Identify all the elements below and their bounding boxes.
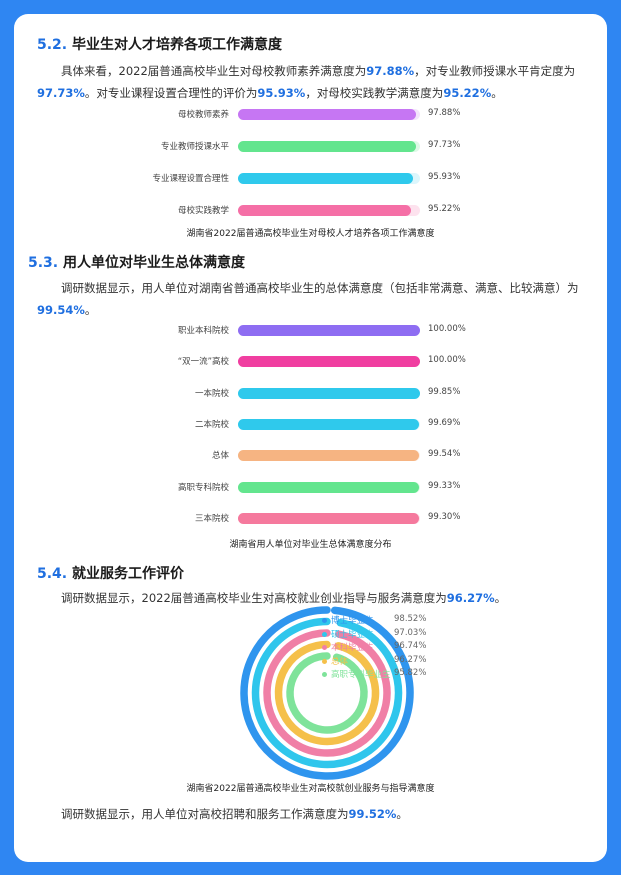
- bar-track: [238, 481, 420, 493]
- chart-caption-5-4: 湖南省2022届普通高校毕业生对高校就创业服务与指导满意度: [186, 784, 435, 794]
- legend-label: 博士毕业生: [331, 616, 374, 626]
- legend-value: 98.52%: [394, 614, 427, 624]
- legend-swatch: [322, 672, 327, 677]
- legend-label: 本科毕业生: [331, 643, 374, 653]
- bar-label: 一本院校: [194, 388, 229, 399]
- bar-track: [238, 418, 420, 430]
- legend-value: 96.74%: [394, 641, 427, 651]
- bar-label: 二本院校: [194, 419, 229, 430]
- bar: [238, 325, 420, 336]
- bar-label: 高职专科院校: [177, 482, 229, 493]
- legend-value: 95.82%: [394, 668, 427, 678]
- bar-track: [238, 387, 420, 399]
- legend-label: 总体: [331, 656, 349, 667]
- section-heading-5-3: 5.3. 用人单位对毕业生总体满意度: [28, 255, 245, 271]
- bar: [238, 205, 412, 216]
- bar-value-label: 100.00%: [428, 324, 466, 334]
- bar-value-label: 99.30%: [428, 511, 461, 522]
- bar: [238, 387, 420, 399]
- bar-value-label: 95.93%: [428, 172, 461, 182]
- bar: [238, 481, 419, 493]
- bar-track: [238, 512, 420, 524]
- bar-value-label: 100.00%: [428, 355, 466, 366]
- section-5-4-paragraph-1: 调研数据显示，2022届普通高校毕业生对高校就业创业指导与服务满意度为96.27…: [61, 591, 507, 605]
- bar-track: [238, 205, 420, 216]
- bar: [238, 356, 420, 368]
- section-heading-5-2: 5.2. 毕业生对人才培养各项工作满意度: [37, 37, 282, 53]
- bar-value-label: 99.85%: [428, 386, 461, 397]
- radial-bar: [263, 629, 391, 757]
- chart-caption-5-2: 湖南省2022届普通高校毕业生对母校人才培养各项工作满意度: [186, 229, 435, 239]
- section-5-3-paragraph: 调研数据显示，用人单位对湖南省普通高校毕业生的总体满意度（包括非常满意、满意、比…: [37, 281, 579, 317]
- bar: [238, 512, 419, 524]
- legend-swatch: [322, 645, 327, 650]
- radial-bar: [286, 652, 368, 734]
- bar: [238, 109, 417, 120]
- bar-label: 总体: [211, 451, 229, 462]
- bar-track: [238, 450, 420, 462]
- legend-label: 硕士毕业生: [331, 629, 374, 640]
- bar-track: [238, 325, 420, 336]
- legend-value: 97.03%: [394, 627, 427, 638]
- bar: [238, 141, 416, 152]
- radial-bar: [240, 606, 414, 780]
- chart-caption-5-3: 湖南省用人单位对毕业生总体满意度分布: [229, 540, 392, 550]
- bar-label: 专业课程设置合理性: [152, 174, 229, 184]
- legend-swatch: [322, 658, 327, 664]
- bar-label: 职业本科院校: [177, 326, 229, 336]
- bar-label: 母校实践教学: [177, 206, 229, 216]
- bar-label: 专业教师授课水平: [160, 142, 229, 152]
- section-5-4-paragraph-2: 调研数据显示，用人单位对高校招聘和服务工作满意度为99.52%。: [61, 807, 408, 821]
- bar-track: [238, 141, 420, 152]
- bar-label: 母校教师素养: [177, 110, 229, 120]
- legend-swatch: [322, 618, 327, 623]
- radial-bar: [274, 640, 380, 746]
- bar: [238, 173, 413, 184]
- bar-label: “双一流”高校: [177, 357, 229, 368]
- legend-label: 高职专科毕业生: [331, 670, 391, 680]
- bar-track: [238, 109, 420, 120]
- bar-value-label: 97.73%: [428, 140, 461, 150]
- legend-swatch: [322, 631, 327, 637]
- legend-value: 96.27%: [394, 654, 427, 665]
- bar-value-label: 99.33%: [428, 480, 461, 491]
- bar-value-label: 99.69%: [428, 417, 461, 428]
- bar-label: 三本院校: [194, 513, 229, 524]
- section-heading-5-4: 5.4. 就业服务工作评价: [37, 566, 184, 582]
- bar-value-label: 97.88%: [428, 108, 461, 118]
- bar-value-label: 95.22%: [428, 204, 461, 214]
- bar-track: [238, 356, 420, 368]
- radial-bar: [251, 617, 403, 769]
- bar: [238, 418, 420, 430]
- bar-track: [238, 173, 420, 184]
- section-5-2-paragraph: 具体来看，2022届普通高校毕业生对母校教师素养满意度为97.88%，对专业教师…: [37, 64, 576, 100]
- report-card: [14, 14, 607, 862]
- bar-value-label: 99.54%: [428, 449, 461, 460]
- bar: [238, 450, 420, 462]
